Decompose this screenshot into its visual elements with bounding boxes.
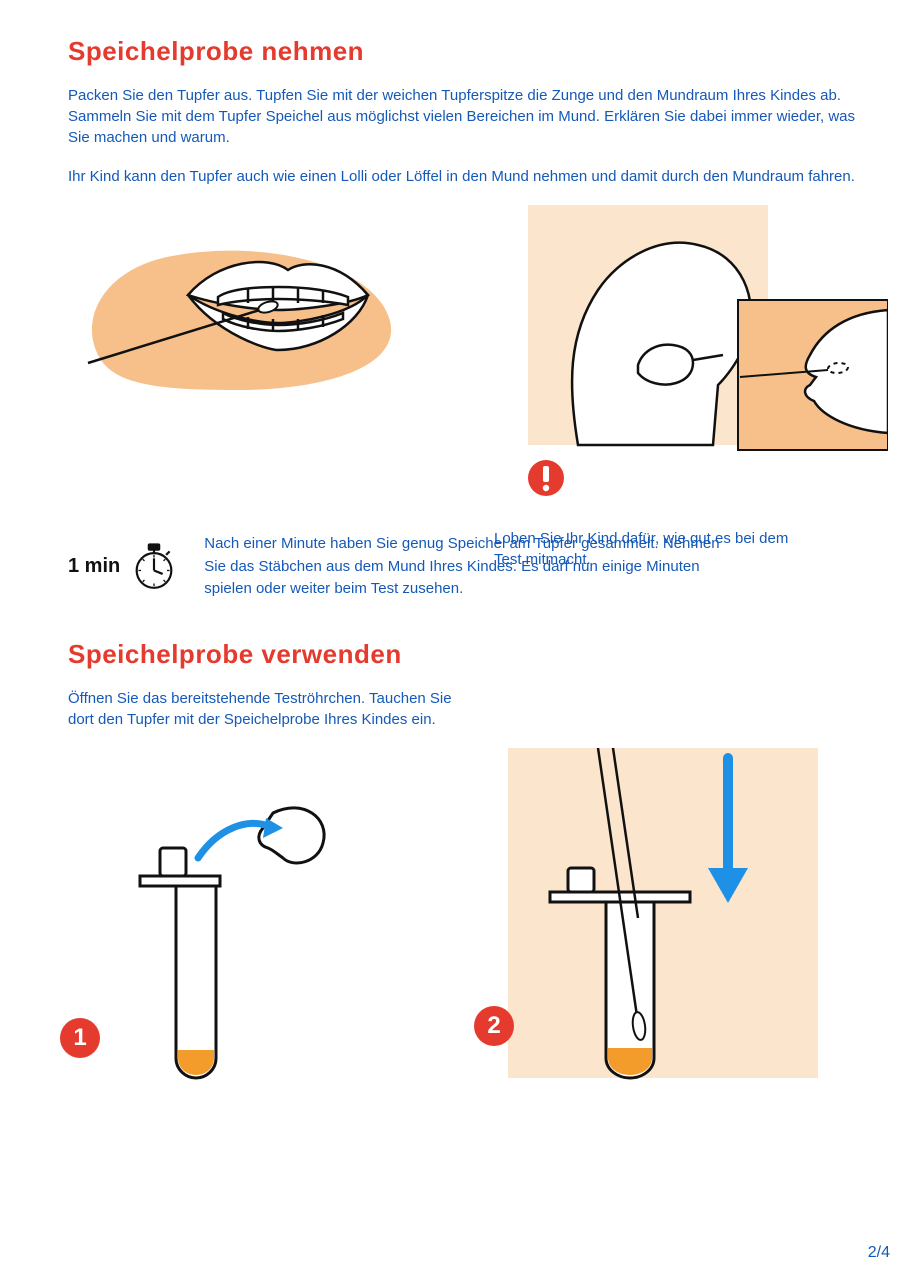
step1-block: 1 <box>68 788 368 1088</box>
section1-para1: Packen Sie den Tupfer aus. Tupfen Sie mi… <box>68 85 856 148</box>
section1-para2: Ihr Kind kann den Tupfer auch wie einen … <box>68 166 856 187</box>
step1-badge: 1 <box>60 1018 100 1058</box>
tube-step1-illustration <box>68 788 368 1088</box>
step2-badge: 2 <box>474 1006 514 1046</box>
warn-text: Loben Sie Ihr Kind dafür, wie gut es bei… <box>494 528 794 570</box>
section2-title: Speichelprobe verwenden <box>68 639 856 670</box>
stopwatch-icon <box>128 541 180 593</box>
section2-desc: Öffnen Sie das bereitstehende Teströhrch… <box>68 688 468 730</box>
timer-icon-block: 1 min <box>68 541 180 593</box>
steps-row: 1 <box>68 748 856 1088</box>
section1-title: Speichelprobe nehmen <box>68 36 856 67</box>
timer-label: 1 min <box>68 555 120 578</box>
section2: Speichelprobe verwenden Öffnen Sie das b… <box>68 639 856 1088</box>
step2-block: 2 <box>478 748 818 1088</box>
tube-step2-illustration <box>478 748 818 1088</box>
illustration-row-1: Loben Sie Ihr Kind dafür, wie gut es bei… <box>68 205 856 515</box>
illus-mouth-swab <box>68 205 448 405</box>
page-number: 2/4 <box>868 1244 890 1262</box>
illus-child-profile: Loben Sie Ihr Kind dafür, wie gut es bei… <box>488 205 888 515</box>
